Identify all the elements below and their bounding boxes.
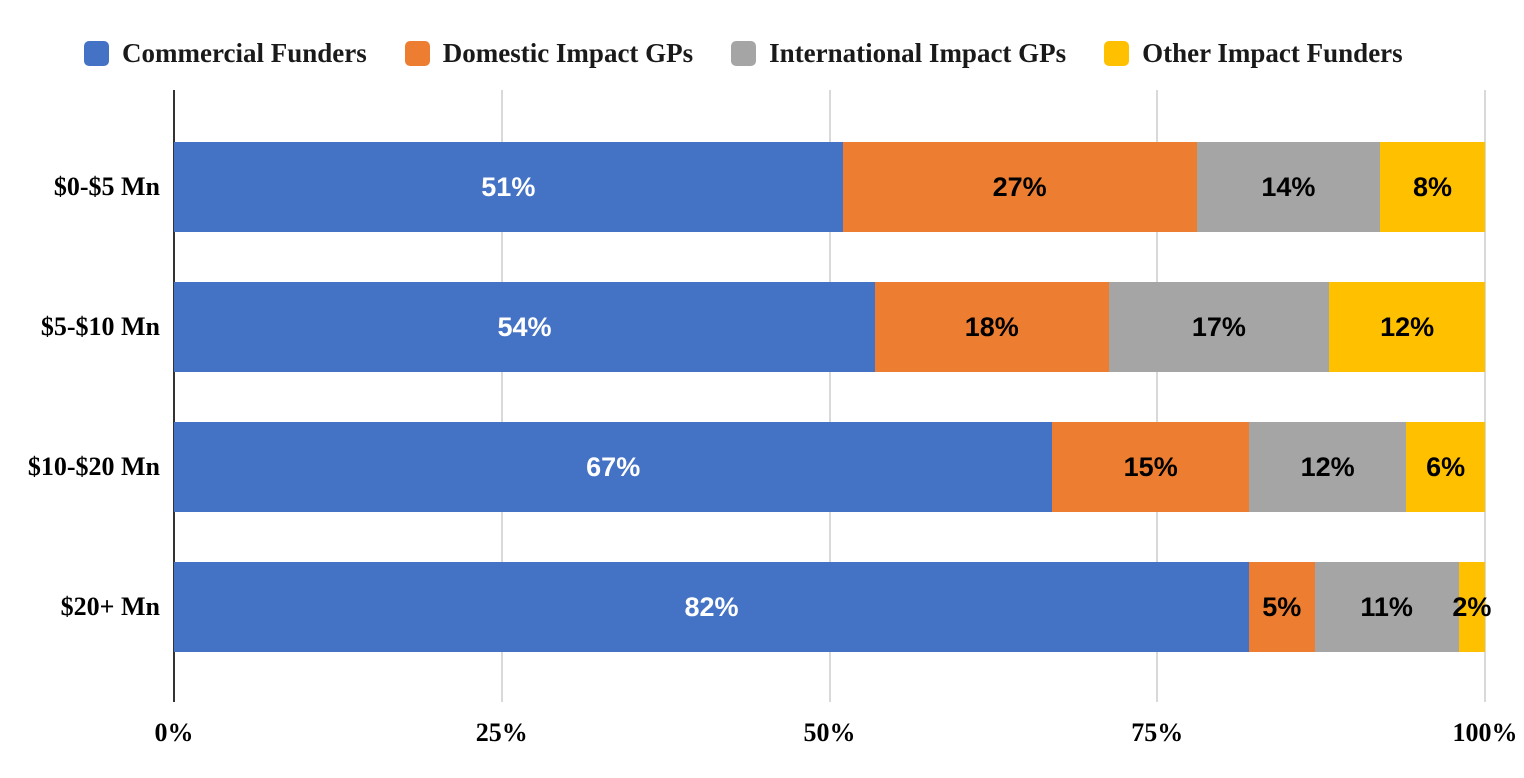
legend-item-commercial-funders[interactable]: Commercial Funders (84, 38, 367, 69)
plot-area: 51% 27% 14% 8% 54% 18% 17% 12% 67% 15% 12% 6% 82% 5% 1… (155, 90, 1518, 747)
gridline (1484, 90, 1486, 702)
gridline (1156, 90, 1159, 702)
bar-value-label: 82% (684, 591, 739, 622)
bar-segment-international-impact-gps[interactable]: 17% (1108, 282, 1330, 372)
bar-segment-domestic-impact-gps[interactable]: 27% (842, 142, 1197, 232)
bar-segment-domestic-impact-gps[interactable]: 5% (1249, 562, 1315, 652)
bar-value-label: 6% (1426, 451, 1466, 482)
bar-value-label: 5% (1262, 591, 1302, 622)
chart-legend: Commercial Funders Domestic Impact GPs Int… (84, 36, 1403, 70)
bar-value-label: 54% (497, 311, 552, 342)
bar-value-label: 12% (1380, 311, 1435, 342)
x-axis-tick-label: 100% (1452, 718, 1518, 747)
legend-swatch-icon (84, 40, 109, 66)
bar-segment-commercial-funders[interactable]: 51% (174, 142, 843, 232)
legend-item-label: Other Impact Funders (1142, 37, 1403, 68)
legend-item-label: Domestic Impact GPs (442, 37, 694, 68)
bar-row-5-10-mn: 54% 18% 17% 12% (174, 282, 1485, 372)
bar-row-0-5-mn: 51% 27% 14% 8% (174, 142, 1485, 232)
legend-item-label: Commercial Funders (122, 37, 367, 68)
bar-value-label: 8% (1413, 171, 1453, 202)
gridline (500, 90, 503, 702)
bar-value-label: 17% (1191, 311, 1246, 342)
bar-value-label: 18% (964, 311, 1019, 342)
bar-segment-commercial-funders[interactable]: 54% (174, 282, 875, 372)
bar-segment-commercial-funders[interactable]: 82% (174, 562, 1250, 652)
bar-value-label: 67% (586, 451, 641, 482)
bar-value-label: 14% (1261, 171, 1316, 202)
bar-segment-commercial-funders[interactable]: 67% (174, 422, 1053, 512)
legend-item-label: International Impact GPs (769, 37, 1067, 68)
bar-value-label: 27% (992, 171, 1047, 202)
bar-value-label: 11% (1360, 591, 1413, 622)
y-axis-label: $20+ Mn (60, 592, 160, 621)
x-axis-tick-label: 75% (1131, 718, 1184, 747)
y-axis-label: $5-$10 Mn (40, 312, 160, 341)
bar-segment-domestic-impact-gps[interactable]: 18% (874, 282, 1109, 372)
bar-segment-other-impact-funders[interactable]: 8% (1380, 142, 1485, 232)
y-axis-label: $10-$20 Mn (27, 452, 160, 481)
legend-item-international-impact-gps[interactable]: International Impact GPs (731, 38, 1066, 69)
legend-item-other-impact-funders[interactable]: Other Impact Funders (1104, 38, 1403, 69)
bar-row-10-20-mn: 67% 15% 12% 6% (174, 422, 1485, 512)
bar-value-label: 12% (1300, 451, 1355, 482)
bar-segment-other-impact-funders[interactable]: 2% (1452, 562, 1491, 652)
legend-swatch-icon (1104, 40, 1130, 66)
gridline (828, 90, 831, 702)
bar-value-label: 51% (481, 171, 536, 202)
bar-segment-international-impact-gps[interactable]: 14% (1196, 142, 1381, 232)
bar-segment-other-impact-funders[interactable]: 12% (1329, 282, 1485, 372)
bar-value-label: 15% (1123, 451, 1178, 482)
bar-segment-international-impact-gps[interactable]: 11% (1314, 562, 1459, 652)
bar-segment-international-impact-gps[interactable]: 12% (1249, 422, 1407, 512)
bar-value-label: 2% (1452, 591, 1492, 622)
bar-row-20-mn: 82% 5% 11% 2% (174, 562, 1491, 652)
legend-item-domestic-impact-gps[interactable]: Domestic Impact GPs (404, 37, 694, 69)
y-axis-label: $0-$5 Mn (53, 172, 160, 201)
legend-swatch-icon (731, 40, 757, 66)
y-axis-line (173, 90, 175, 702)
bar-segment-other-impact-funders[interactable]: 6% (1406, 422, 1485, 512)
x-axis-tick-label: 0% (154, 718, 194, 747)
x-axis-tick-label: 50% (803, 718, 856, 747)
x-axis-tick-label: 25% (475, 718, 528, 747)
legend-swatch-icon (404, 40, 430, 66)
bar-segment-domestic-impact-gps[interactable]: 15% (1052, 422, 1249, 512)
